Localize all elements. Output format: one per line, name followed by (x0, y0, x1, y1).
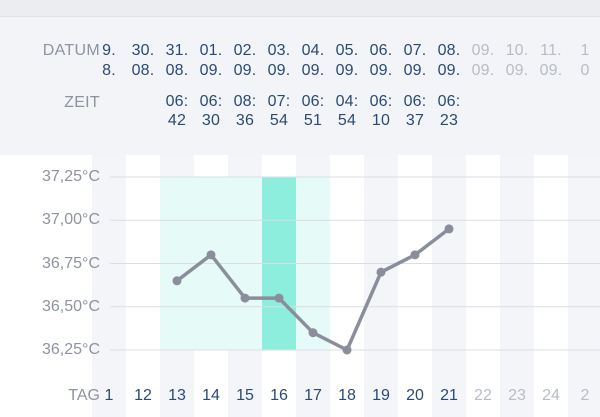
date-day: 30. (131, 42, 155, 59)
temperature-point (376, 267, 386, 277)
date-month: 8. (102, 62, 116, 79)
y-tick-label: 36,75°C (42, 254, 100, 272)
tag-cell: 19 (372, 387, 390, 404)
time-hour: 08: (233, 93, 257, 110)
time-minute: 42 (167, 112, 187, 129)
date-month: 09. (335, 62, 359, 79)
time-hour: 06: (437, 93, 461, 110)
temperature-point (342, 345, 352, 355)
date-month: 09. (471, 62, 495, 79)
tag-cell: 22 (474, 387, 492, 404)
time-hour: 06: (369, 93, 393, 110)
time-hour: 06: (199, 93, 223, 110)
temperature-point (240, 293, 250, 303)
tag-cell: 18 (338, 387, 356, 404)
y-tick-label: 37,00°C (42, 211, 100, 229)
column-stripe (568, 155, 600, 417)
y-tick-label: 37,25°C (42, 168, 100, 185)
temperature-point (308, 328, 318, 338)
temperature-point (444, 224, 454, 234)
tag-cell: 2 (580, 387, 590, 404)
date-day: 1 (580, 42, 590, 59)
date-day: 05. (335, 42, 359, 59)
tag-cell: 15 (236, 387, 254, 404)
time-minute: 36 (235, 112, 255, 129)
time-minute: 54 (269, 112, 289, 129)
date-day: 11. (540, 42, 562, 59)
column-stripe (500, 155, 534, 417)
date-month: 0 (580, 62, 590, 79)
time-minute: 54 (337, 112, 357, 129)
temperature-point (206, 250, 216, 260)
date-day: 08. (437, 42, 461, 59)
top-strip (0, 0, 600, 17)
date-day: 04. (301, 42, 325, 59)
temperature-point (172, 276, 182, 286)
column-stripe (364, 155, 398, 417)
datum-label: DATUM (42, 42, 100, 59)
date-month: 09. (437, 62, 461, 79)
date-day: 02. (233, 42, 257, 59)
time-hour: 07: (267, 93, 291, 110)
date-month: 09. (233, 62, 257, 79)
date-day: 03. (267, 42, 291, 59)
time-hour: 06: (301, 93, 325, 110)
date-day: 9. (102, 42, 116, 59)
temperature-point (274, 293, 284, 303)
date-month: 09. (267, 62, 291, 79)
time-minute: 10 (371, 112, 391, 129)
column-stripe (92, 155, 126, 417)
date-month: 08. (165, 62, 189, 79)
tag-cell: 14 (202, 387, 220, 404)
date-month: 09. (199, 62, 223, 79)
temperature-point (410, 250, 420, 260)
time-hour: 06: (165, 93, 189, 110)
date-month: 09. (301, 62, 325, 79)
y-tick-label: 36,50°C (42, 297, 100, 315)
date-day: 09. (471, 42, 495, 59)
date-day: 01. (199, 42, 223, 59)
time-hour: 04: (335, 93, 359, 110)
date-month: 09. (369, 62, 393, 79)
date-month: 09. (539, 62, 563, 79)
tag-cell: 21 (440, 387, 458, 404)
tag-label: TAG (68, 387, 100, 404)
time-minute: 51 (303, 112, 323, 129)
time-minute: 37 (405, 112, 425, 129)
tag-cell: 24 (542, 387, 560, 404)
date-month: 09. (505, 62, 529, 79)
time-minute: 23 (439, 112, 459, 129)
tag-cell: 12 (134, 387, 152, 404)
date-month: 09. (403, 62, 427, 79)
date-day: 06. (369, 42, 393, 59)
date-day: 31. (165, 42, 189, 59)
tag-cell: 1 (104, 387, 114, 404)
tag-cell: 23 (508, 387, 526, 404)
date-day: 10. (505, 42, 529, 59)
tag-cell: 20 (406, 387, 424, 404)
y-tick-label: 36,25°C (42, 341, 100, 358)
date-month: 08. (131, 62, 155, 79)
header-band (0, 0, 600, 155)
time-minute: 30 (201, 112, 221, 129)
date-day: 07. (403, 42, 427, 59)
tag-cell: 17 (304, 387, 322, 404)
time-hour: 06: (403, 93, 427, 110)
column-stripe (432, 155, 466, 417)
tag-cell: 16 (270, 387, 288, 404)
zeit-label: ZEIT (64, 94, 100, 111)
tag-cell: 13 (168, 387, 186, 404)
